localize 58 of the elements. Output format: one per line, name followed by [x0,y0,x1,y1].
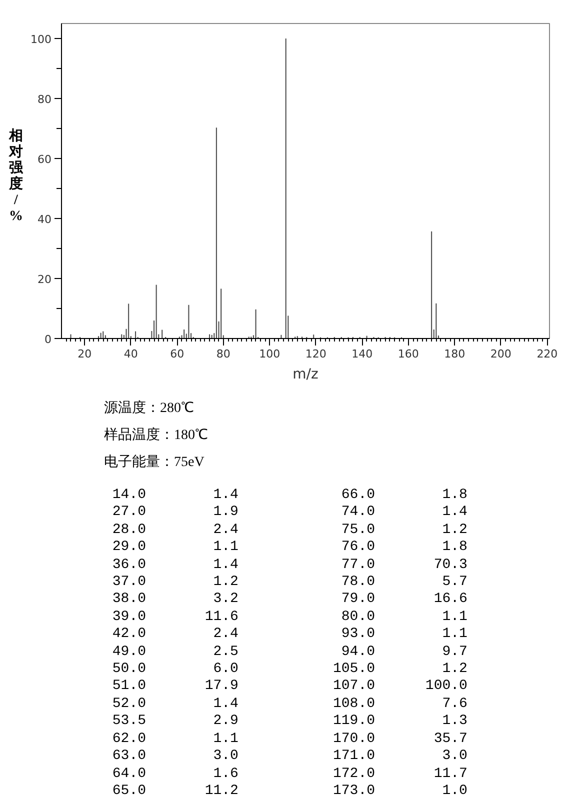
text: 36.0 1.4 [111,556,240,574]
x-tick-label: 180 [444,348,466,360]
text: 173.0 1.0 [333,782,468,800]
text: 93.0 1.1 [340,626,468,644]
text: 80.0 1.1 [340,608,468,626]
text: 65.0 11.2 [111,782,240,800]
text: 108.0 7.6 [333,696,468,714]
text: 79.0 16.6 [340,591,468,609]
text: 42.0 2.4 [111,626,240,644]
text: 170.0 35.7 [333,730,468,748]
text: 63.0 3.0 [111,748,240,766]
y-axis-title: 相对强度/% [9,129,23,225]
text: 172.0 11.7 [333,766,468,783]
x-tick-label: 80 [216,348,230,360]
x-tick-label: 100 [259,348,280,360]
text: 27.0 1.9 [111,504,240,522]
text: 64.0 1.6 [111,766,240,783]
x-tick-label: 140 [352,348,373,360]
y-tick-label: 20 [38,273,52,286]
text: 107.0 100.0 [333,678,468,696]
y-tick-label: 40 [38,213,52,226]
x-tick-label: 20 [78,348,92,360]
y-tick-label: 0 [44,333,52,346]
text: 74.0 1.4 [340,504,468,522]
x-tick-label: 220 [536,348,558,360]
text: 119.0 1.3 [333,713,468,731]
y-tick-label: 80 [38,93,52,106]
text: 39.0 11.6 [111,608,240,626]
text: 78.0 5.7 [340,574,468,592]
text: 51.0 17.9 [111,678,240,696]
text: 53.5 2.9 [111,713,240,731]
text: 样品温度：180℃ [104,426,208,445]
x-axis-title: m/z [292,366,318,382]
text: 50.0 6.0 [111,661,240,678]
x-tick-label: 40 [124,348,138,360]
y-tick-label: 60 [38,153,52,166]
text: 28.0 2.4 [111,522,240,540]
text: 76.0 1.8 [340,539,468,557]
x-tick-label: 200 [490,348,512,360]
text: 105.0 1.2 [333,661,468,678]
x-tick-label: 160 [398,348,419,360]
y-tick-label: 100 [30,33,52,46]
text: 75.0 1.2 [340,522,468,540]
text: 77.0 70.3 [340,556,468,574]
text: 14.0 1.4 [111,487,240,504]
text: 电子能量：75eV [104,454,206,472]
text: 49.0 2.5 [111,644,240,662]
text: 94.0 9.7 [340,644,468,662]
text: 38.0 3.2 [111,591,240,609]
text: 37.0 1.2 [111,574,240,592]
text: 171.0 3.0 [333,748,468,766]
text: 52.0 1.4 [111,696,240,714]
text: 62.0 1.1 [111,730,240,748]
text: 66.0 1.8 [340,487,468,504]
x-tick-label: 120 [305,348,326,360]
text: 源温度：280℃ [104,399,195,418]
text: 29.0 1.1 [111,539,240,557]
x-tick-label: 60 [170,348,184,360]
